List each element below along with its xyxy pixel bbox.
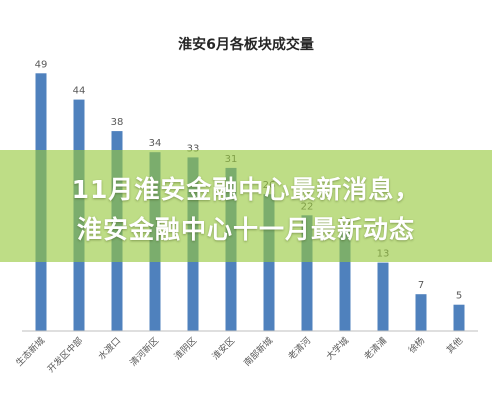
data-label: 49 [35,59,48,70]
x-tick-label: 老清浦 [362,335,390,363]
x-tick-label: 大学城 [324,335,352,363]
data-label: 44 [73,86,86,97]
bar-徐杨 [415,294,427,331]
bar-老清河 [301,215,313,331]
headline-banner: 11月淮安金融中心最新消息， 淮安金融中心十一月最新动态 [0,150,492,262]
bar-老清浦 [377,262,389,331]
x-tick-label: 南部新城 [241,335,275,369]
x-tick-label: 开发区中部 [45,335,85,375]
data-label: 34 [149,138,162,149]
chart-title: 淮安6月各板块成交量 [178,36,314,53]
x-tick-label: 淮安区 [210,335,238,363]
bar-其他 [453,304,465,331]
data-label: 7 [418,280,424,291]
bar-大学城 [339,231,351,331]
x-tick-label: 清河新区 [127,335,161,369]
headline-line-2: 淮安金融中心十一月最新动态 [76,215,415,244]
bar-南部新城 [263,194,275,331]
x-tick-label: 其他 [444,335,465,356]
x-tick-label: 水渡口 [96,335,124,363]
x-tick-label: 徐杨 [406,335,427,356]
x-tick-label: 淮阴区 [172,335,199,362]
headline-line-1: 11月淮安金融中心最新消息， [71,175,421,204]
x-tick-label: 生态新城 [13,335,47,369]
x-tick-label: 老清河 [286,335,314,363]
data-label: 5 [456,291,462,302]
tick-labels-layer: 生态新城 开发区中部 水渡口 清河新区 淮阴区 淮安区 南部新城 老清河 大学城 老清浦 徐杨 其他 [13,335,465,375]
data-label: 38 [111,117,124,128]
data-label: 33 [187,143,200,154]
